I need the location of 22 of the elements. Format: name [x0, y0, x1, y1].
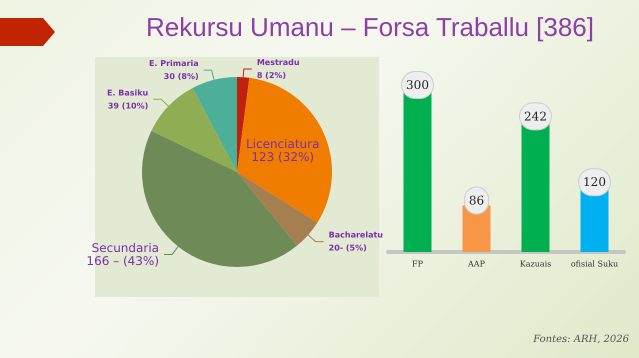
data-label: 300 [406, 78, 429, 92]
x-tick-label: AAP [467, 260, 486, 268]
data-label: 120 [583, 175, 606, 190]
x-tick-label: Kazuais [520, 260, 552, 268]
data-label: 8 (2%) [256, 71, 286, 80]
data-label: 39 (10%) [108, 101, 148, 110]
x-tick-label: FP [412, 260, 424, 268]
chart-title: Rekursu Umanu – Forsa Traballu [386] [145, 12, 595, 43]
text: Fontes: ARH, 2026 [533, 334, 629, 345]
slice-label: Secundaria [92, 240, 160, 255]
data-label: 30 (8%) [164, 72, 199, 82]
data-label: 20- (5%) [328, 244, 367, 253]
slice-label: Bacharelatu [328, 230, 384, 240]
slice-label: Licenciatura [246, 137, 320, 152]
data-label: 123 (32%) [251, 150, 314, 164]
slice-label: E. Basiku [106, 88, 149, 98]
x-tick-label: ofisial Suku [570, 260, 618, 268]
data-label: 242 [524, 109, 547, 124]
data-label: 86 [468, 194, 484, 208]
slice-label: E. Primaria [148, 59, 199, 68]
slice-label: Mestradu [256, 58, 300, 67]
data-label: 166 – (43%) [86, 254, 160, 268]
